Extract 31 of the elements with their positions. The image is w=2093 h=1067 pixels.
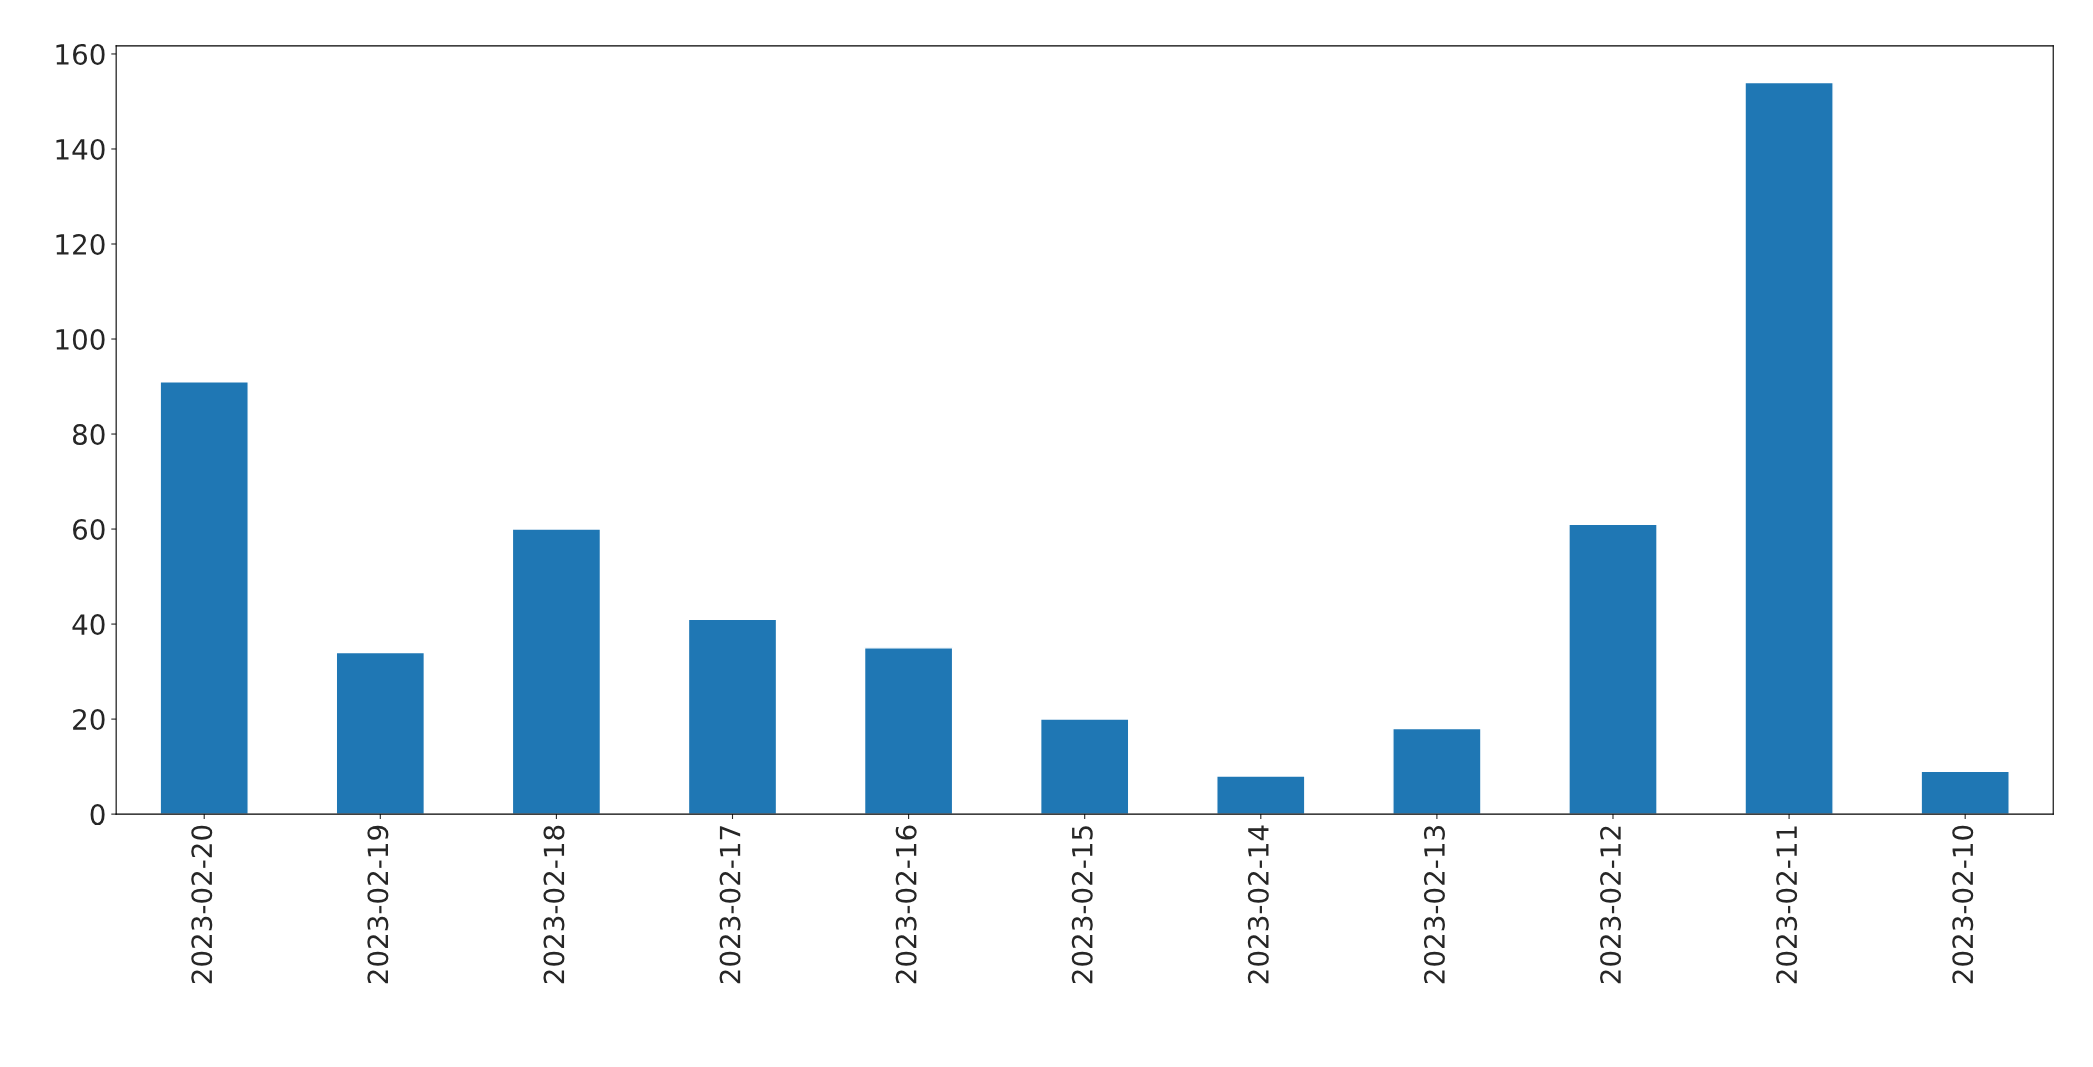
- x-tick-label: 2023-02-10: [1952, 825, 1974, 984]
- bar: [1568, 523, 1658, 815]
- x-tick-label: 2023-02-17: [719, 826, 741, 984]
- bar: [1216, 775, 1306, 815]
- bar: [863, 647, 954, 815]
- bar: [1744, 81, 1834, 815]
- y-tick-label: 0: [90, 804, 105, 826]
- x-tick-label: 2023-02-12: [1600, 826, 1622, 984]
- x-tick-label: 2023-02-19: [367, 825, 389, 984]
- y-tick-label: 80: [72, 423, 105, 445]
- bar: [1039, 718, 1130, 815]
- y-tick-label: 40: [72, 614, 105, 636]
- y-tick-label: 160: [56, 43, 105, 65]
- x-tick-label: 2023-02-18: [543, 825, 565, 984]
- y-tick-label: 140: [56, 138, 105, 160]
- x-tick-label: 2023-02-15: [1071, 826, 1093, 984]
- y-tick-label: 100: [56, 328, 105, 350]
- bar: [1920, 770, 2010, 815]
- y-tick-label: 120: [56, 233, 105, 255]
- x-tick-label: 2023-02-16: [895, 825, 917, 984]
- bar: [159, 381, 249, 815]
- x-tick-label: 2023-02-13: [1423, 826, 1445, 984]
- x-tick-label: 2023-02-20: [191, 825, 213, 984]
- bar: [1392, 727, 1482, 815]
- x-tick-label: 2023-02-11: [1776, 826, 1798, 984]
- y-tick-label: 60: [73, 519, 105, 541]
- bar: [511, 528, 602, 815]
- bar: [335, 651, 426, 815]
- y-tick-label: 20: [73, 709, 105, 731]
- bar: [687, 618, 778, 815]
- x-tick-label: 2023-02-14: [1247, 825, 1269, 984]
